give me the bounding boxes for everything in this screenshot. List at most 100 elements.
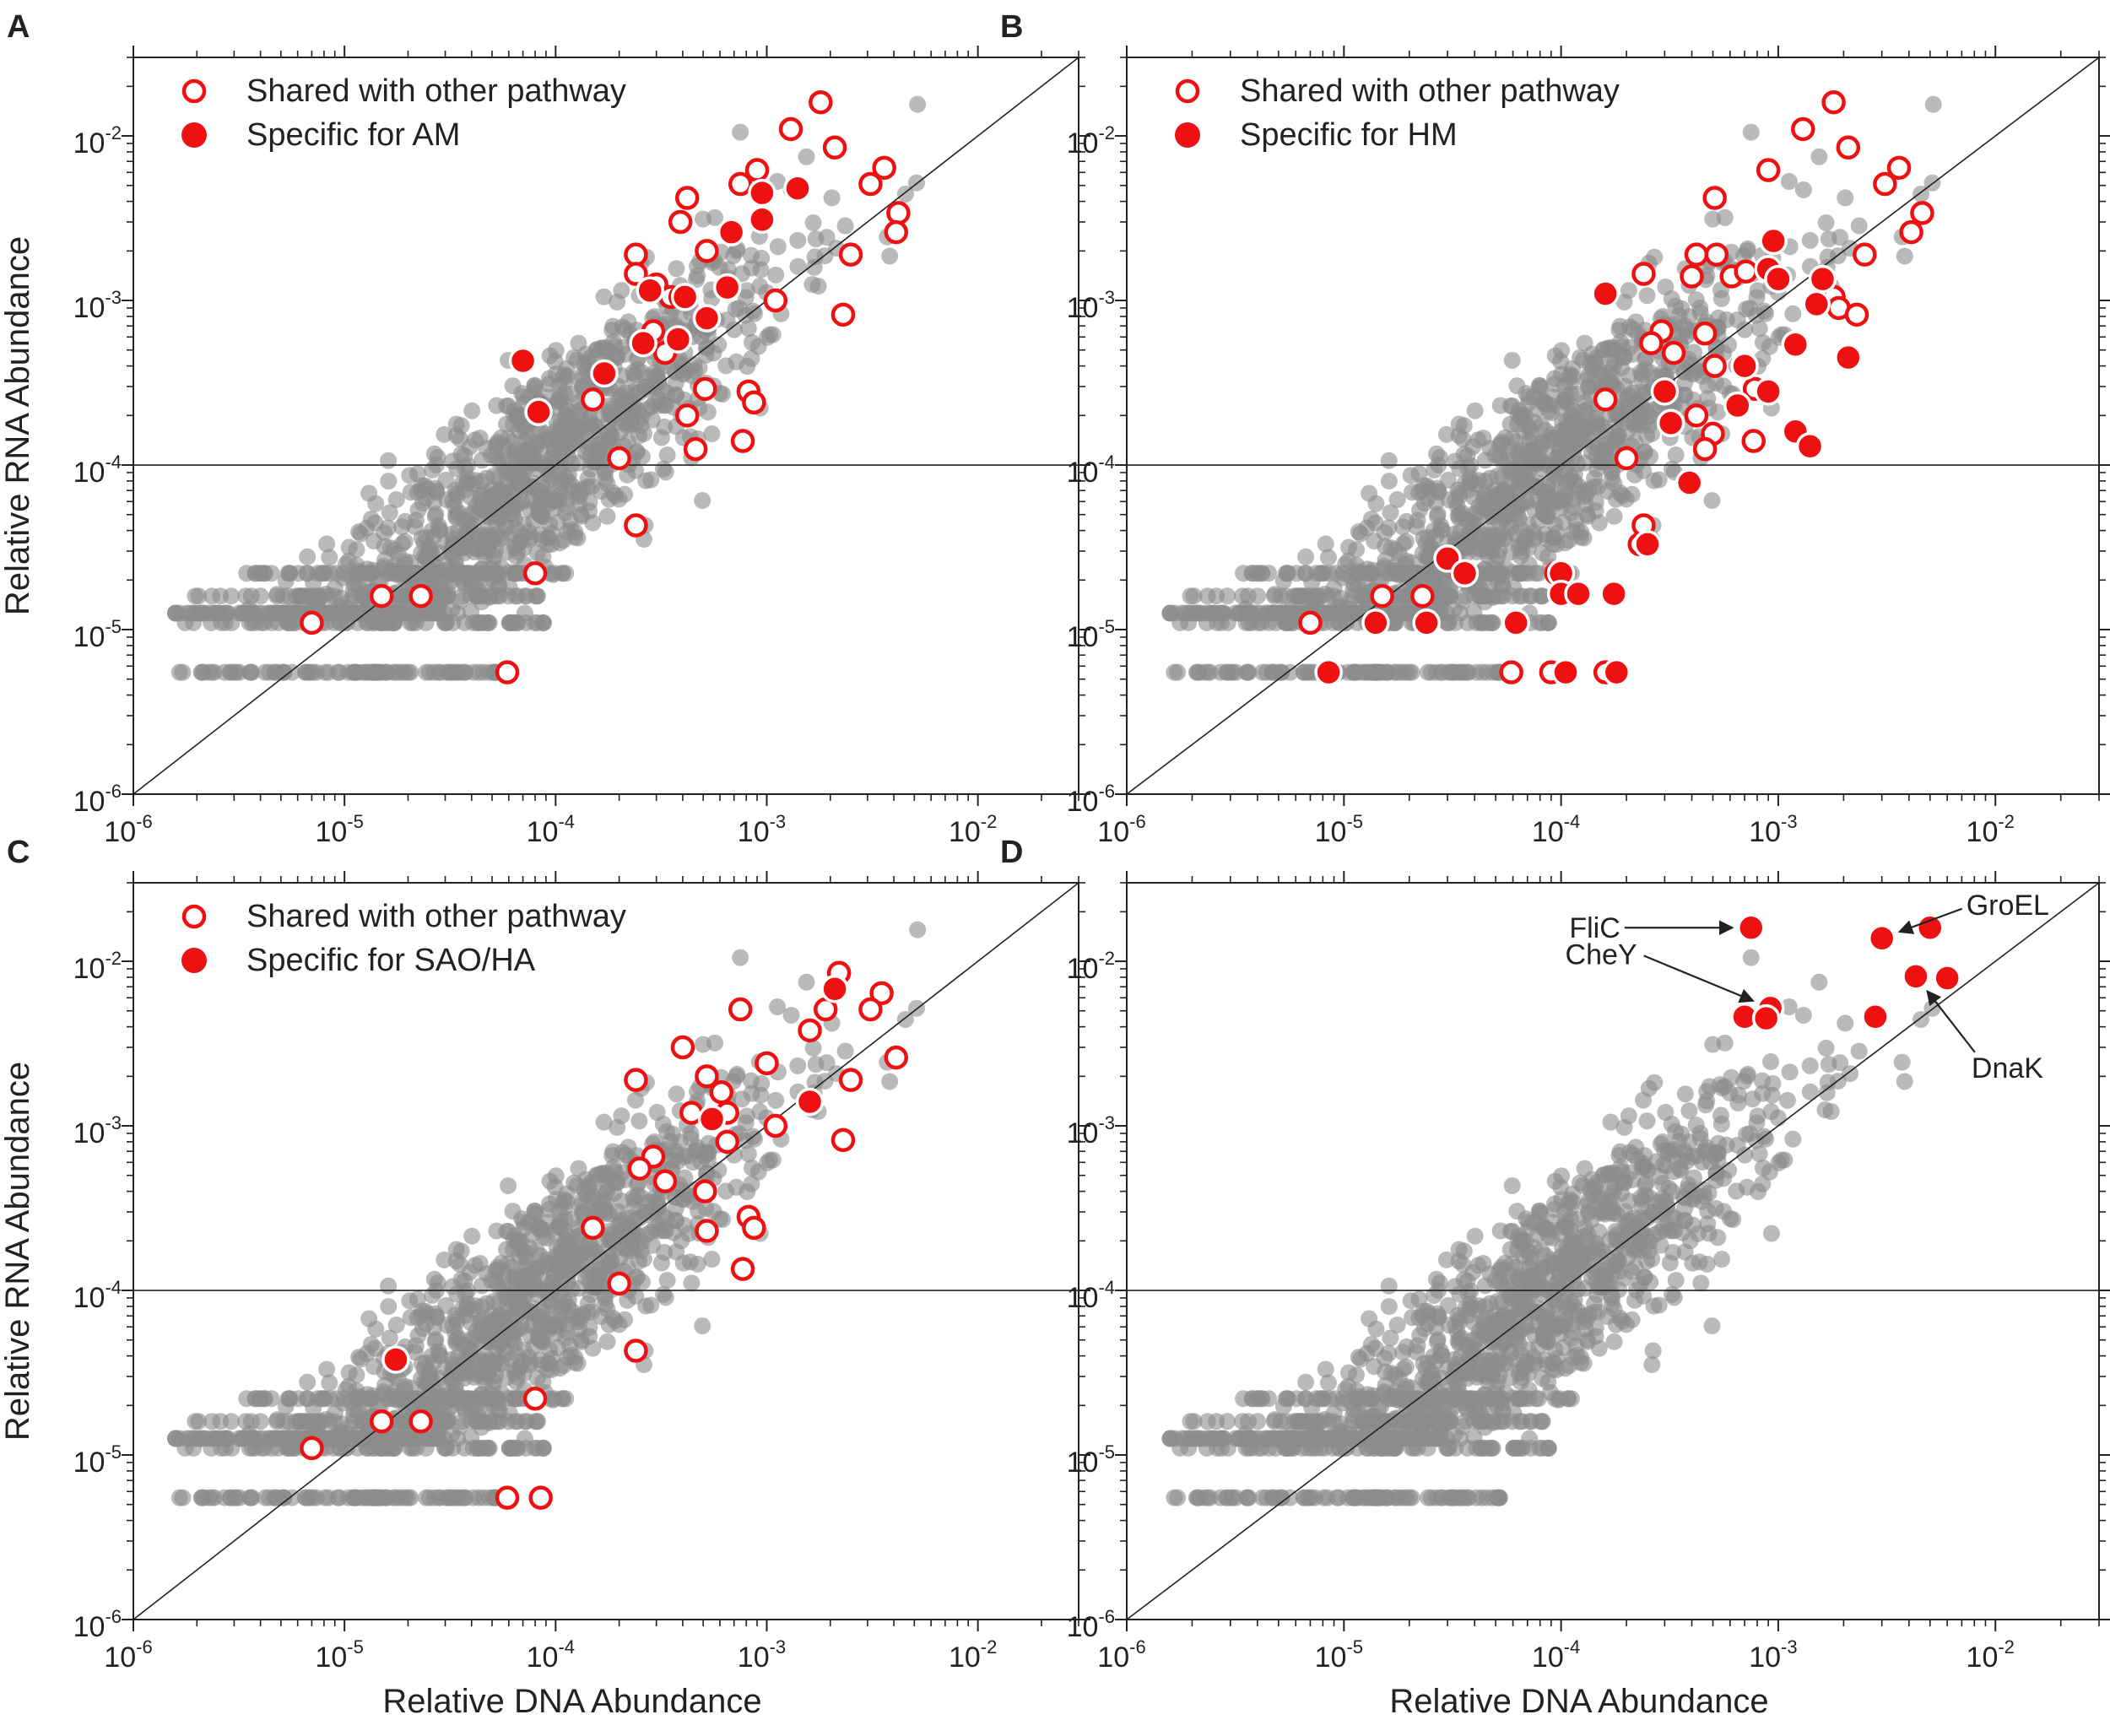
shared-point bbox=[624, 513, 648, 538]
background-point bbox=[588, 1279, 606, 1296]
background-point bbox=[732, 949, 749, 966]
shared-point bbox=[1873, 171, 1897, 197]
background-point bbox=[1631, 417, 1648, 435]
background-point bbox=[526, 377, 544, 395]
shared-point bbox=[408, 583, 433, 608]
background-point bbox=[617, 1146, 635, 1164]
shared-point bbox=[1614, 446, 1639, 471]
background-point bbox=[344, 663, 362, 681]
background-point bbox=[243, 663, 261, 681]
background-point bbox=[1646, 248, 1664, 266]
background-point bbox=[570, 1279, 587, 1297]
background-point bbox=[1521, 454, 1539, 472]
shared-point bbox=[858, 171, 883, 197]
background-point bbox=[527, 587, 544, 605]
background-point bbox=[1209, 614, 1226, 631]
background-point bbox=[296, 1413, 314, 1430]
background-point bbox=[1762, 1225, 1780, 1242]
shared-point bbox=[1910, 201, 1934, 225]
background-point bbox=[407, 1439, 425, 1457]
background-points bbox=[167, 95, 927, 681]
shared-point bbox=[627, 1156, 652, 1181]
background-point bbox=[418, 663, 436, 681]
background-point bbox=[909, 921, 927, 938]
background-point bbox=[349, 1390, 366, 1408]
background-point bbox=[1531, 614, 1549, 631]
background-point bbox=[1410, 484, 1428, 501]
background-point bbox=[526, 1439, 544, 1457]
background-point bbox=[1820, 230, 1837, 248]
background-point bbox=[637, 472, 655, 489]
background-point bbox=[1344, 663, 1362, 681]
background-point bbox=[1491, 1222, 1509, 1240]
shared-point bbox=[581, 387, 605, 412]
background-point bbox=[1563, 367, 1581, 385]
background-point bbox=[764, 326, 782, 343]
background-point bbox=[1558, 474, 1576, 492]
background-point bbox=[238, 1390, 256, 1408]
background-point bbox=[655, 1285, 673, 1303]
x-tick-label: 10-6 bbox=[104, 811, 152, 848]
background-point bbox=[1317, 535, 1334, 553]
background-point bbox=[1491, 397, 1509, 414]
background-point bbox=[1380, 452, 1398, 469]
shared-point bbox=[695, 1219, 719, 1243]
background-point bbox=[1579, 507, 1597, 525]
background-point bbox=[1657, 278, 1674, 295]
background-point bbox=[430, 1489, 448, 1506]
background-point bbox=[558, 367, 576, 385]
background-point bbox=[380, 1298, 398, 1316]
background-point bbox=[1330, 614, 1348, 631]
background-point bbox=[1319, 1374, 1337, 1392]
background-point bbox=[1588, 349, 1606, 366]
background-point bbox=[1472, 587, 1490, 605]
x-tick-label: 10-3 bbox=[738, 1636, 786, 1674]
background-point bbox=[1253, 663, 1271, 681]
background-point bbox=[1382, 565, 1400, 582]
shared-point bbox=[715, 1129, 739, 1155]
background-point bbox=[1817, 214, 1835, 231]
background-point bbox=[619, 433, 636, 451]
background-point bbox=[262, 614, 280, 631]
shared-point bbox=[869, 981, 894, 1006]
background-point bbox=[541, 1172, 559, 1190]
background-point bbox=[406, 1344, 424, 1361]
background-point bbox=[1534, 500, 1552, 518]
background-point bbox=[1265, 587, 1283, 605]
background-point bbox=[1312, 565, 1329, 582]
background-point bbox=[534, 1373, 552, 1391]
background-point bbox=[212, 587, 230, 605]
x-tick-label: 10-2 bbox=[949, 1636, 997, 1674]
background-point bbox=[508, 1267, 526, 1284]
background-point bbox=[1459, 663, 1477, 681]
shared-point bbox=[1298, 610, 1323, 635]
specific-point bbox=[1599, 579, 1628, 608]
background-point bbox=[598, 507, 616, 525]
background-point bbox=[1810, 148, 1828, 165]
background-point bbox=[566, 528, 584, 546]
background-point bbox=[256, 1390, 273, 1408]
shared-point bbox=[709, 1079, 734, 1105]
shared-point bbox=[1734, 259, 1758, 284]
shared-point bbox=[652, 1169, 678, 1194]
background-point bbox=[349, 565, 366, 582]
background-point bbox=[1605, 507, 1623, 525]
background-point bbox=[321, 549, 338, 566]
background-point bbox=[426, 1333, 444, 1350]
background-point bbox=[243, 1489, 261, 1506]
background-point bbox=[836, 217, 854, 235]
background-point bbox=[296, 587, 314, 605]
background-point bbox=[318, 535, 336, 553]
background-point bbox=[600, 1316, 618, 1333]
specific-point bbox=[1674, 468, 1704, 497]
plot-area bbox=[1127, 883, 2099, 1620]
background-point bbox=[1620, 387, 1637, 404]
background-point bbox=[406, 518, 424, 536]
background-point bbox=[448, 460, 466, 478]
background-point bbox=[668, 1243, 685, 1261]
background-point bbox=[453, 474, 471, 492]
specific-point bbox=[663, 325, 693, 354]
x-tick-label: 10-3 bbox=[738, 811, 786, 848]
background-point bbox=[1273, 663, 1290, 681]
